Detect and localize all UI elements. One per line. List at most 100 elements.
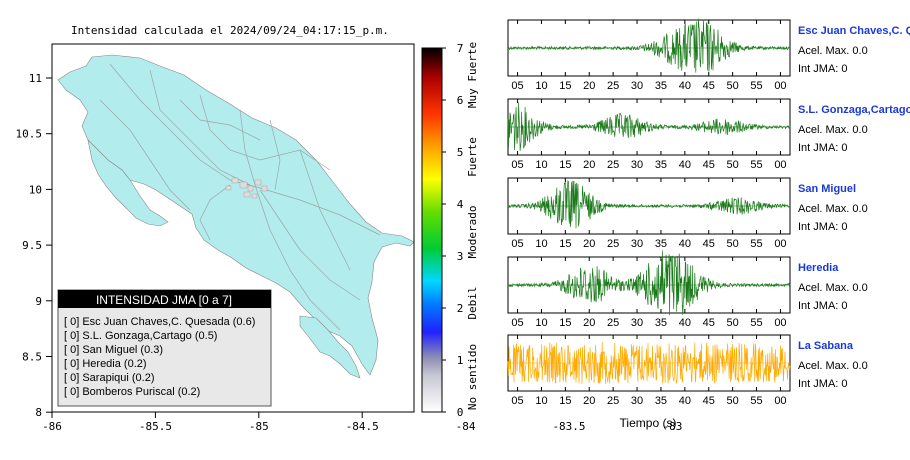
colorbar-tick-label: 3 [457, 250, 464, 263]
legend-item: [ 0] Esc Juan Chaves,C. Quesada (0.6) [64, 316, 255, 328]
map-x-tick-label: -83.5 [552, 420, 585, 433]
waveform-x-tick-label: 35 [655, 159, 667, 171]
waveform-x-tick-label: 00 [774, 159, 786, 171]
waveform-x-tick-label: 55 [750, 317, 762, 329]
station-jma: Int JMA: 0 [798, 142, 848, 154]
map-x-tick-label: -84 [456, 420, 476, 433]
map-y-tick-label: 8 [35, 406, 42, 419]
colorbar-tick-label: 0 [457, 406, 464, 419]
map-y-tick-label: 9 [35, 295, 42, 308]
waveform-x-tick-label: 30 [631, 395, 643, 407]
waveform-panel: 05 10 15 20 25 30 35 40 45 50 55 00 San Miguel Acel. … [507, 177, 868, 250]
waveform-x-tick-label: 55 [750, 395, 762, 407]
colorbar-category-label: Fuerte [466, 137, 479, 177]
map-title: Intensidad calculada el 2024/09/24_04:17… [71, 24, 389, 37]
waveform-x-tick-label: 40 [679, 80, 691, 92]
waveform-x-tick-label: 50 [727, 395, 739, 407]
map-y-tick-label: 11 [29, 72, 42, 85]
waveform-panel: 05 10 15 20 25 30 35 40 45 50 55 00 S.L. Gonzaga,Car… [507, 98, 910, 171]
station-accel: Acel. Max. 0.0 [798, 124, 868, 136]
colorbar-tick-label: 4 [457, 198, 464, 211]
waveform-x-tick-label: 45 [703, 238, 715, 250]
waveform-x-tick-label: 40 [679, 395, 691, 407]
map-x-tick-label: -85 [249, 420, 269, 433]
map-x-axis: -86 -85.5 -85 -84.5 -84 -83.5 -83 [42, 412, 682, 433]
waveform-panel: 05 10 15 20 25 30 35 40 45 50 55 00 Esc Juan Chaves,… [507, 18, 910, 92]
waveform-x-tick-label: 05 [511, 395, 523, 407]
colorbar-category-label: Debil [466, 286, 479, 319]
legend-item: [ 0] San Miguel (0.3) [64, 344, 163, 356]
waveform-x-tick-label: 05 [511, 238, 523, 250]
waveform-x-tick-label: 15 [559, 317, 571, 329]
waveform-panel: 05 10 15 20 25 30 35 40 45 50 55 00 La Sabana Acel. M… [507, 334, 868, 407]
station-jma: Int JMA: 0 [798, 378, 848, 390]
station-jma: Int JMA: 0 [798, 300, 848, 312]
waveform-x-tick-label: 50 [727, 238, 739, 250]
station-accel: Acel. Max. 0.0 [798, 203, 868, 215]
osa-peninsula [299, 315, 361, 379]
colorbar-tick-label: 5 [457, 146, 464, 159]
intensity-legend: INTENSIDAD JMA [0 a 7] [ 0] Esc Juan Cha… [57, 289, 272, 407]
station-jma: Int JMA: 0 [798, 221, 848, 233]
station-name: La Sabana [798, 340, 854, 352]
colorbar-category-label: No sentido [466, 344, 479, 410]
waveform-x-tick-label: 35 [655, 317, 667, 329]
map-x-tick-label: -84.5 [346, 420, 379, 433]
waveform-trace [507, 341, 791, 385]
roads [99, 63, 381, 331]
waveform-x-tick-label: 20 [583, 317, 595, 329]
waveform-x-tick-label: 25 [607, 159, 619, 171]
waveform-x-tick-label: 20 [583, 238, 595, 250]
waveform-x-tick-label: 50 [727, 159, 739, 171]
waveform-x-tick-label: 10 [535, 238, 547, 250]
station-name: San Miguel [798, 183, 856, 195]
waveform-x-tick-label: 10 [535, 159, 547, 171]
waveform-x-tick-label: 45 [703, 317, 715, 329]
waveform-x-tick-label: 30 [631, 80, 643, 92]
waveform-x-tick-label: 30 [631, 317, 643, 329]
waveform-x-tick-label: 30 [631, 238, 643, 250]
map-y-tick-label: 10 [29, 183, 42, 196]
map-x-tick-label: -83 [662, 420, 682, 433]
waveform-x-tick-label: 50 [727, 317, 739, 329]
waveform-x-tick-label: 20 [583, 159, 595, 171]
map-y-tick-label: 10.5 [16, 128, 43, 141]
colorbar-category-label: Muy Fuerte [466, 42, 479, 108]
station-jma: Int JMA: 0 [798, 63, 848, 75]
waveform-x-tick-label: 05 [511, 317, 523, 329]
waveform-x-tick-label: 00 [774, 317, 786, 329]
waveform-panel: 05 10 15 20 25 30 35 40 45 50 55 00 Heredia Acel. Max… [507, 250, 868, 329]
map-y-tick-label: 9.5 [22, 239, 42, 252]
waveform-x-tick-label: 35 [655, 238, 667, 250]
legend-item: [ 0] Sarapiqui (0.2) [64, 372, 155, 384]
waveform-trace [507, 18, 791, 73]
station-name: Esc Juan Chaves,C. Qu [798, 25, 910, 37]
waveform-x-tick-label: 00 [774, 395, 786, 407]
waveform-x-tick-label: 45 [703, 159, 715, 171]
colorbar-gradient [421, 47, 443, 413]
waveform-x-tick-label: 10 [535, 80, 547, 92]
waveform-x-tick-label: 10 [535, 317, 547, 329]
waveform-x-tick-label: 45 [703, 80, 715, 92]
waveform-x-tick-label: 35 [655, 395, 667, 407]
map-x-tick-label: -85.5 [139, 420, 172, 433]
waveform-x-tick-label: 05 [511, 159, 523, 171]
waveform-trace [507, 102, 791, 151]
waveform-x-tick-label: 55 [750, 159, 762, 171]
legend-title: INTENSIDAD JMA [0 a 7] [96, 293, 232, 307]
nicoya-peninsula [87, 139, 169, 227]
colorbar-tick-label: 2 [457, 302, 464, 315]
legend-item: [ 0] Bomberos Puriscal (0.2) [64, 386, 200, 398]
waveform-trace [507, 250, 791, 316]
waveform-x-tick-label: 55 [750, 238, 762, 250]
station-name: Heredia [798, 262, 839, 274]
waveform-x-tick-label: 15 [559, 80, 571, 92]
waveform-x-tick-label: 25 [607, 395, 619, 407]
waveform-x-tick-label: 50 [727, 80, 739, 92]
waveform-x-tick-label: 15 [559, 159, 571, 171]
waveform-x-tick-label: 25 [607, 80, 619, 92]
colorbar-tick-label: 1 [457, 354, 464, 367]
legend-item: [ 0] S.L. Gonzaga,Cartago (0.5) [64, 330, 217, 342]
waveform-x-tick-label: 25 [607, 238, 619, 250]
